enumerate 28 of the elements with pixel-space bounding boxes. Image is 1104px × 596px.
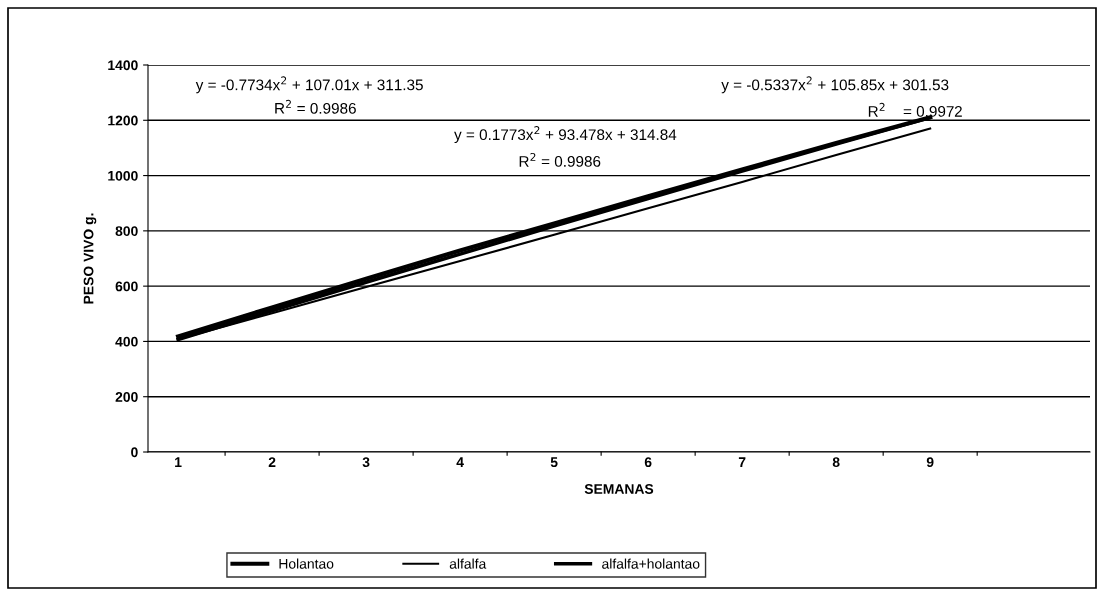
x-axis-title: SEMANAS <box>584 484 654 494</box>
x-tick-label: 1 <box>175 457 182 467</box>
y-tick-label: 0 <box>131 447 138 458</box>
text: R$^{2}$ = 0.9972 <box>868 102 962 117</box>
annotation: y = 0.1773x$^{2}$ + 93.478x + 314.84 <box>454 126 677 144</box>
annotation: R$^{2}$ = 0.9986 <box>275 99 356 114</box>
annotation: y = -0.5337x$^{2}$ + 105.85x + 301.53 <box>721 76 949 94</box>
y-tick-label: 1400 <box>108 60 138 71</box>
y-axis-title: PESO VIVO g. <box>83 213 97 304</box>
legend-label: Holantao <box>279 558 334 569</box>
y-tick-label: 400 <box>115 336 138 347</box>
x-tick-label: 3 <box>362 457 370 468</box>
legend-label: alfalfa+holantao <box>602 558 700 569</box>
x-tick-label: 4 <box>456 457 464 467</box>
y-tick-label: 200 <box>115 392 138 402</box>
annotation: R$^{2}$ = 0.9986 <box>519 152 601 167</box>
y-tick-label: 1000 <box>108 170 138 181</box>
x-tick-label: 7 <box>738 457 746 467</box>
x-tick-label: 2 <box>268 457 276 467</box>
annotation: y = -0.7734x$^{2}$ + 107.01x + 311.35 <box>195 76 423 94</box>
legend-label: alfalfa <box>449 558 487 569</box>
x-tick-label: 9 <box>926 457 934 468</box>
x-tick-label: 6 <box>644 457 652 468</box>
y-tick-label: 600 <box>115 281 138 292</box>
x-tick-label: 8 <box>832 457 840 468</box>
y-tick-label: 800 <box>115 226 138 237</box>
y-tick-label: 1200 <box>108 115 138 126</box>
x-tick-label: 5 <box>550 457 558 468</box>
